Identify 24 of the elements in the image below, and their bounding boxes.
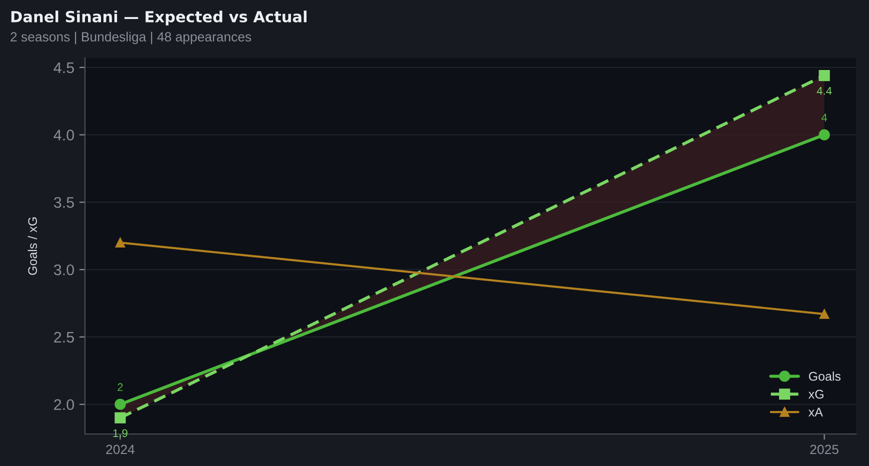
- data-label: 1.9: [113, 429, 128, 438]
- point: [819, 309, 830, 319]
- point: [818, 70, 830, 82]
- data-label: 2: [118, 383, 123, 391]
- legend-label: xA: [808, 408, 823, 416]
- y-tick-label: 4.0: [54, 130, 74, 141]
- x-tick-label: 2025: [810, 444, 838, 454]
- legend-label: Goals: [808, 372, 841, 381]
- chart-title: Danel Sinani — Expected vs Actual: [11, 10, 306, 26]
- y-tick-label: 2.5: [54, 332, 74, 343]
- legend-label: xG: [808, 390, 824, 399]
- y-tick-label: 4.5: [54, 62, 74, 74]
- y-tick-label: 3.0: [54, 264, 74, 276]
- y-tick-label: 2.0: [54, 399, 74, 410]
- y-tick-label: 3.5: [54, 197, 74, 208]
- data-label: 4: [821, 114, 828, 122]
- chart-subtitle: 2 seasons | Bundesliga | 48 appearances: [10, 32, 252, 44]
- point: [114, 412, 126, 424]
- data-label: 4.4: [816, 87, 832, 95]
- point: [818, 129, 830, 140]
- point: [115, 238, 126, 248]
- point: [114, 398, 126, 410]
- y-axis-title: Goals / xG: [28, 217, 37, 275]
- x-tick-label: 2024: [106, 444, 134, 454]
